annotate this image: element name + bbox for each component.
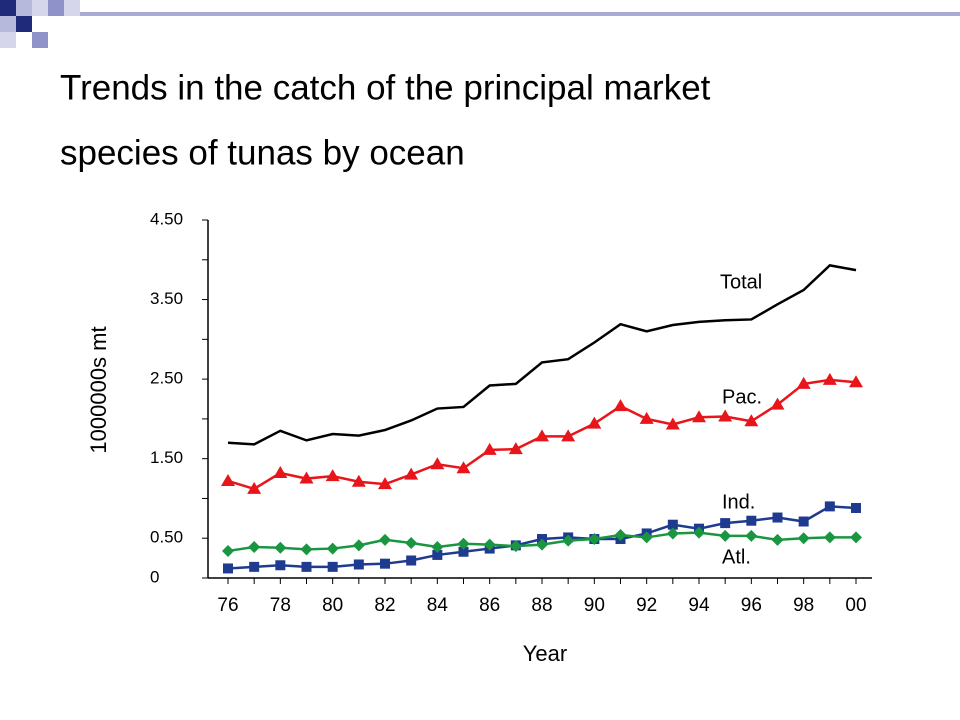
point <box>798 516 809 527</box>
point <box>405 536 418 549</box>
y-tick-label: 1.50 <box>150 448 183 467</box>
point <box>744 414 759 427</box>
x-axis-label: Year <box>523 641 567 666</box>
point <box>692 410 706 423</box>
point <box>561 429 576 442</box>
point <box>404 467 419 480</box>
point <box>221 473 235 486</box>
point <box>719 529 732 542</box>
point <box>536 538 548 551</box>
point <box>849 375 863 388</box>
y-tick-label: 0 <box>150 567 159 586</box>
point <box>380 558 390 569</box>
series-label: Pac. <box>722 386 762 408</box>
x-tick-label: 88 <box>531 595 552 616</box>
x-tick-label: 80 <box>322 595 343 616</box>
point <box>771 533 784 546</box>
point <box>693 526 705 539</box>
x-tick-label: 92 <box>636 595 657 616</box>
point <box>275 560 286 571</box>
point <box>562 534 575 547</box>
x-tick-label: 00 <box>845 595 866 616</box>
point <box>431 540 444 553</box>
point <box>824 501 835 512</box>
point <box>248 540 261 553</box>
point <box>851 502 861 513</box>
point <box>587 416 602 429</box>
point <box>796 376 811 389</box>
point <box>222 544 234 557</box>
point <box>300 543 313 556</box>
point <box>822 372 837 385</box>
point <box>432 549 443 560</box>
point <box>456 461 471 474</box>
point <box>223 563 233 574</box>
series-label: Ind. <box>722 491 755 513</box>
point <box>772 512 783 523</box>
point <box>353 559 364 570</box>
x-tick-label: 94 <box>688 595 710 616</box>
point <box>850 531 862 544</box>
point <box>379 533 391 546</box>
point <box>745 529 758 542</box>
point <box>535 429 549 442</box>
series-label: Atl. <box>722 546 751 568</box>
point <box>274 541 287 554</box>
point <box>457 537 470 550</box>
point <box>406 555 417 566</box>
y-tick-label: 4.50 <box>150 209 183 228</box>
point <box>823 531 836 544</box>
point <box>301 561 312 572</box>
point <box>249 561 260 572</box>
y-tick-label: 0.50 <box>150 528 183 547</box>
point <box>667 519 678 530</box>
y-tick-label: 2.50 <box>150 369 183 388</box>
x-tick-label: 90 <box>584 595 605 616</box>
point <box>588 533 601 546</box>
point <box>299 471 314 484</box>
series-line <box>227 264 857 446</box>
x-tick-label: 84 <box>427 595 449 616</box>
point <box>720 518 731 529</box>
point <box>458 546 469 557</box>
point <box>718 409 733 422</box>
y-axis-label: 1000000s mt <box>86 326 111 453</box>
point <box>666 527 679 540</box>
point <box>797 532 810 545</box>
title-line: species of tunas by ocean <box>60 133 465 172</box>
point <box>770 397 785 410</box>
point <box>327 561 338 572</box>
x-tick-label: 78 <box>270 595 291 616</box>
x-tick-label: 98 <box>793 595 814 616</box>
point <box>509 540 522 553</box>
point <box>483 538 496 551</box>
x-tick-label: 86 <box>479 595 500 616</box>
series-label: Total <box>720 271 762 293</box>
point <box>430 457 445 470</box>
point <box>746 515 757 526</box>
point <box>325 469 340 482</box>
title-line: Trends in the catch of the principal mar… <box>60 68 711 107</box>
point <box>352 539 365 552</box>
point <box>273 465 288 478</box>
point <box>508 442 523 455</box>
point <box>482 442 497 455</box>
point <box>613 399 628 412</box>
point <box>326 542 339 555</box>
x-tick-label: 96 <box>741 595 762 616</box>
point <box>378 477 392 490</box>
point <box>640 531 653 544</box>
point <box>351 474 366 487</box>
slide-decoration <box>0 0 960 48</box>
x-tick-label: 76 <box>217 595 238 616</box>
y-tick-label: 3.50 <box>150 289 183 308</box>
point <box>247 481 262 494</box>
x-tick-label: 82 <box>374 595 395 616</box>
point <box>639 411 654 424</box>
point <box>614 529 627 542</box>
point <box>665 417 680 430</box>
